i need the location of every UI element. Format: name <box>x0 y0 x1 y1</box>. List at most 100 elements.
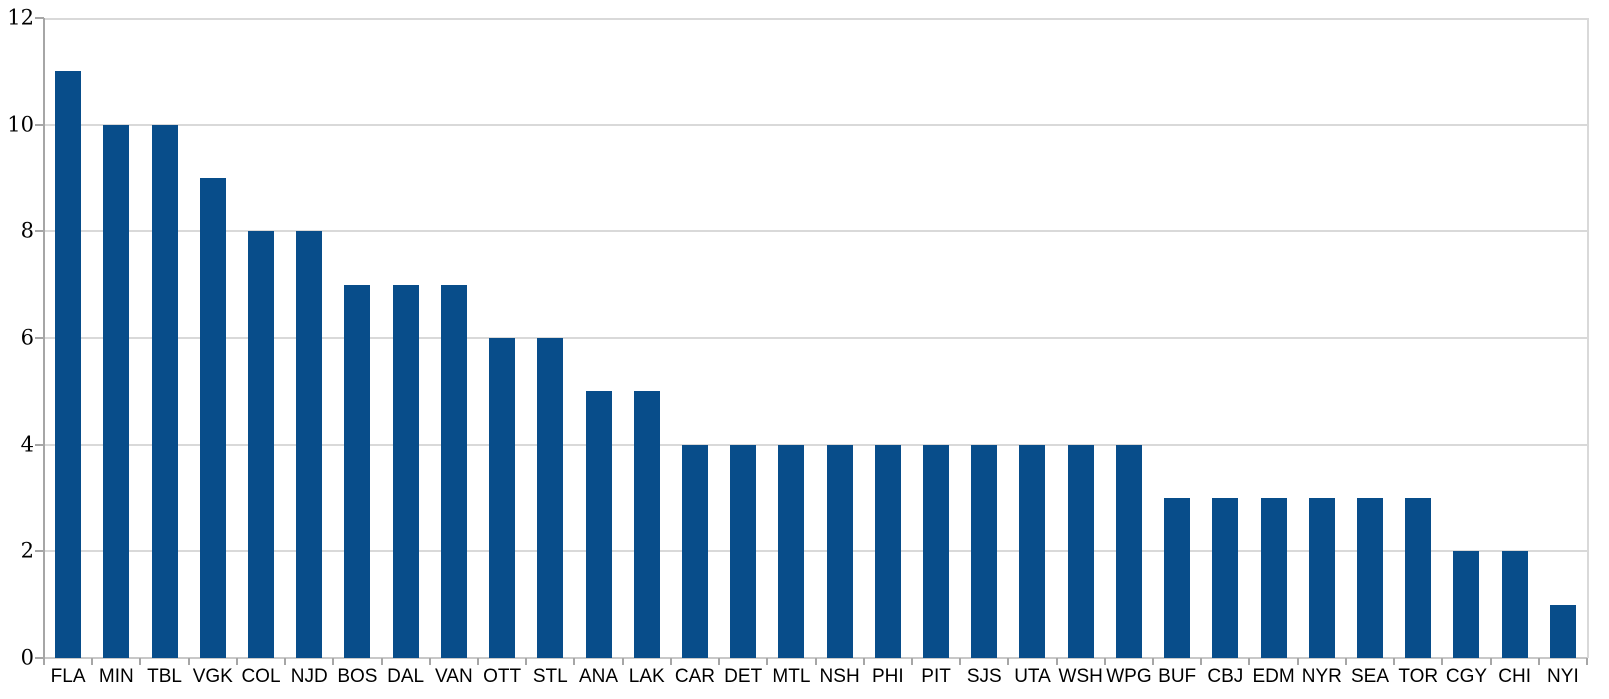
x-label-NSH: NSH <box>819 666 860 687</box>
bar-VAN <box>440 285 467 658</box>
y-tick-label-2: 2 <box>20 538 34 563</box>
y-tick-label-4: 4 <box>20 432 34 457</box>
x-tick-19 <box>959 658 961 665</box>
x-label-SJS: SJS <box>966 666 1002 687</box>
x-tick-12 <box>622 658 624 665</box>
x-tick-0 <box>43 658 45 665</box>
bar-slot-EDM <box>1249 18 1297 658</box>
x-label-PIT: PIT <box>921 666 951 687</box>
bar-slot-FLA <box>44 18 92 658</box>
x-label-MTL: MTL <box>772 666 811 687</box>
bar-slot-TOR <box>1394 18 1442 658</box>
y-tick-label-0: 0 <box>20 645 34 670</box>
bar-slot-DET <box>719 18 767 658</box>
bar-TOR <box>1405 498 1432 658</box>
x-tick-25 <box>1248 658 1250 665</box>
y-tick-label-10: 10 <box>7 112 34 137</box>
bar-NSH <box>826 445 853 658</box>
bar-SEA <box>1357 498 1384 658</box>
bar-slot-NSH <box>816 18 864 658</box>
bar-slot-CBJ <box>1201 18 1249 658</box>
bar-slot-COL <box>237 18 285 658</box>
bar-UTA <box>1019 445 1046 658</box>
x-tick-22 <box>1104 658 1106 665</box>
x-tick-30 <box>1490 658 1492 665</box>
bar-DAL <box>392 285 419 658</box>
y-tick-label-12: 12 <box>7 5 34 30</box>
x-label-CHI: CHI <box>1498 666 1532 687</box>
y-tick-0 <box>35 657 44 659</box>
y-tick-8 <box>35 230 44 232</box>
x-tick-16 <box>815 658 817 665</box>
bar-slot-VAN <box>430 18 478 658</box>
bar-DET <box>730 445 757 658</box>
x-label-BUF: BUF <box>1158 666 1197 687</box>
x-label-PHI: PHI <box>871 666 904 687</box>
x-tick-26 <box>1297 658 1299 665</box>
x-label-SEA: SEA <box>1351 666 1390 687</box>
x-label-ANA: ANA <box>578 666 619 687</box>
bar-WPG <box>1115 445 1142 658</box>
x-label-VGK: VGK <box>192 666 233 687</box>
bar-slot-CAR <box>671 18 719 658</box>
y-axis-line <box>43 18 45 665</box>
x-label-BOS: BOS <box>337 666 378 687</box>
x-label-EDM: EDM <box>1252 666 1295 687</box>
x-tick-3 <box>188 658 190 665</box>
y-tick-6 <box>35 337 44 339</box>
x-label-LAK: LAK <box>628 666 665 687</box>
plot-area <box>44 18 1587 659</box>
y-tick-12 <box>35 17 44 19</box>
bar-slot-BUF <box>1153 18 1201 658</box>
bar-PHI <box>874 445 901 658</box>
bar-slot-NYR <box>1298 18 1346 658</box>
x-tick-17 <box>863 658 865 665</box>
gridline-y8 <box>44 230 1587 232</box>
x-tick-32 <box>1586 658 1588 665</box>
bar-SJS <box>971 445 998 658</box>
x-label-OTT: OTT <box>483 666 522 687</box>
bar-slot-TBL <box>140 18 188 658</box>
bar-slot-PIT <box>912 18 960 658</box>
bar-slot-WSH <box>1057 18 1105 658</box>
x-label-WSH: WSH <box>1058 666 1103 687</box>
bar-FLA <box>55 71 82 658</box>
bar-BUF <box>1164 498 1191 658</box>
bar-slot-MIN <box>92 18 140 658</box>
gridline-y12 <box>44 18 1587 20</box>
x-tick-15 <box>766 658 768 665</box>
x-tick-28 <box>1393 658 1395 665</box>
x-tick-11 <box>573 658 575 665</box>
x-label-CAR: CAR <box>674 666 716 687</box>
bar-MIN <box>103 125 130 658</box>
bar-slot-CGY <box>1442 18 1490 658</box>
bar-slot-VGK <box>189 18 237 658</box>
x-label-CGY: CGY <box>1445 666 1488 687</box>
x-label-STL: STL <box>532 666 568 687</box>
bar-slot-SJS <box>960 18 1008 658</box>
bar-NYR <box>1308 498 1335 658</box>
bar-LAK <box>633 391 660 658</box>
bar-slot-SEA <box>1346 18 1394 658</box>
x-tick-4 <box>236 658 238 665</box>
bar-slot-UTA <box>1008 18 1056 658</box>
bar-ANA <box>585 391 612 658</box>
y-tick-label-6: 6 <box>20 325 34 350</box>
bar-OTT <box>489 338 516 658</box>
bars-container <box>44 18 1587 658</box>
x-tick-13 <box>670 658 672 665</box>
x-label-UTA: UTA <box>1014 666 1051 687</box>
x-label-FLA: FLA <box>50 666 86 687</box>
x-label-TOR: TOR <box>1398 666 1439 687</box>
bar-slot-BOS <box>333 18 381 658</box>
bar-slot-DAL <box>382 18 430 658</box>
x-tick-18 <box>911 658 913 665</box>
x-tick-27 <box>1345 658 1347 665</box>
bar-NYI <box>1549 605 1576 658</box>
bar-slot-ANA <box>574 18 622 658</box>
x-tick-10 <box>525 658 527 665</box>
x-label-DAL: DAL <box>387 666 425 687</box>
bar-CBJ <box>1212 498 1239 658</box>
y-tick-10 <box>35 124 44 126</box>
bar-slot-PHI <box>864 18 912 658</box>
